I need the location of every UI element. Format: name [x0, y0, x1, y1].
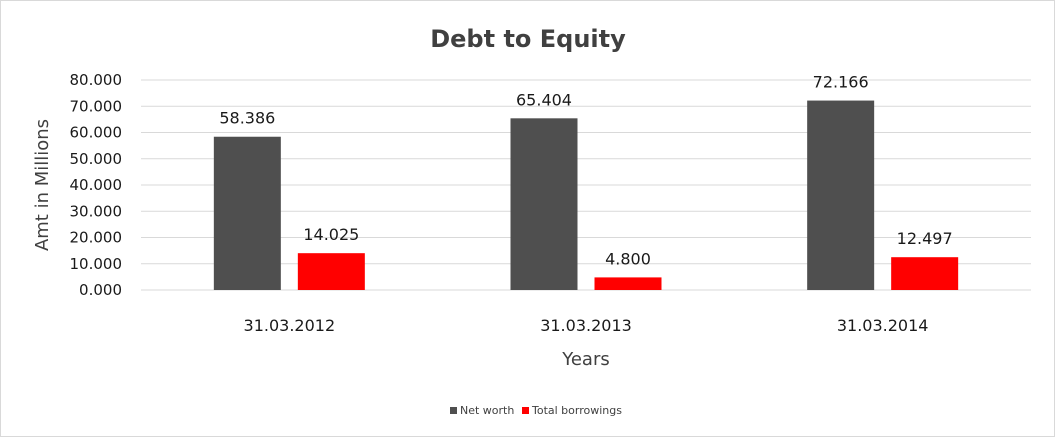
y-axis-title: Amt in Millions [32, 119, 53, 251]
bar-net-worth [213, 136, 281, 290]
gridlines [141, 79, 1031, 291]
bar-total-borrowings [891, 257, 959, 290]
y-tick-label: 30.000 [70, 202, 123, 220]
x-axis-title: Years [561, 349, 610, 370]
data-label-net-worth: 65.404 [516, 90, 572, 109]
bar-net-worth [510, 118, 578, 290]
data-label-total-borrowings: 14.025 [303, 225, 359, 244]
y-tick-label: 10.000 [70, 255, 123, 273]
category-label: 31.03.2013 [540, 316, 632, 335]
bars [213, 100, 959, 291]
bar-total-borrowings [594, 277, 662, 290]
legend-swatch-total-borrowings [522, 407, 529, 414]
category-label: 31.03.2012 [244, 316, 336, 335]
y-tick-label: 70.000 [70, 97, 123, 115]
legend-swatch-net-worth [450, 407, 457, 414]
data-label-total-borrowings: 12.497 [897, 229, 953, 248]
y-tick-label: 80.000 [70, 71, 123, 89]
y-tick-label: 0.000 [79, 281, 122, 299]
chart-title: Debt to Equity [430, 25, 626, 53]
y-tick-label: 50.000 [70, 150, 123, 168]
bar-net-worth [807, 100, 875, 291]
y-tick-label: 60.000 [70, 124, 123, 142]
legend-label-total-borrowings: Total borrowings [531, 404, 622, 417]
category-labels: 31.03.2012 31.03.2013 31.03.2014 [244, 316, 929, 335]
data-label-total-borrowings: 4.800 [605, 249, 651, 268]
data-label-net-worth: 72.166 [813, 73, 869, 92]
legend: Net worth Total borrowings [450, 404, 622, 417]
y-tick-label: 20.000 [70, 229, 123, 247]
y-tick-label: 40.000 [70, 176, 123, 194]
data-label-net-worth: 58.386 [219, 109, 275, 128]
data-labels: 58.386 14.025 65.404 4.800 72.166 12.497 [219, 73, 952, 269]
category-label: 31.03.2014 [837, 316, 929, 335]
legend-label-net-worth: Net worth [460, 404, 514, 417]
bar-total-borrowings [297, 253, 365, 290]
y-tick-labels: 0.000 10.000 20.000 30.000 40.000 50.000 60.00… [70, 71, 123, 299]
